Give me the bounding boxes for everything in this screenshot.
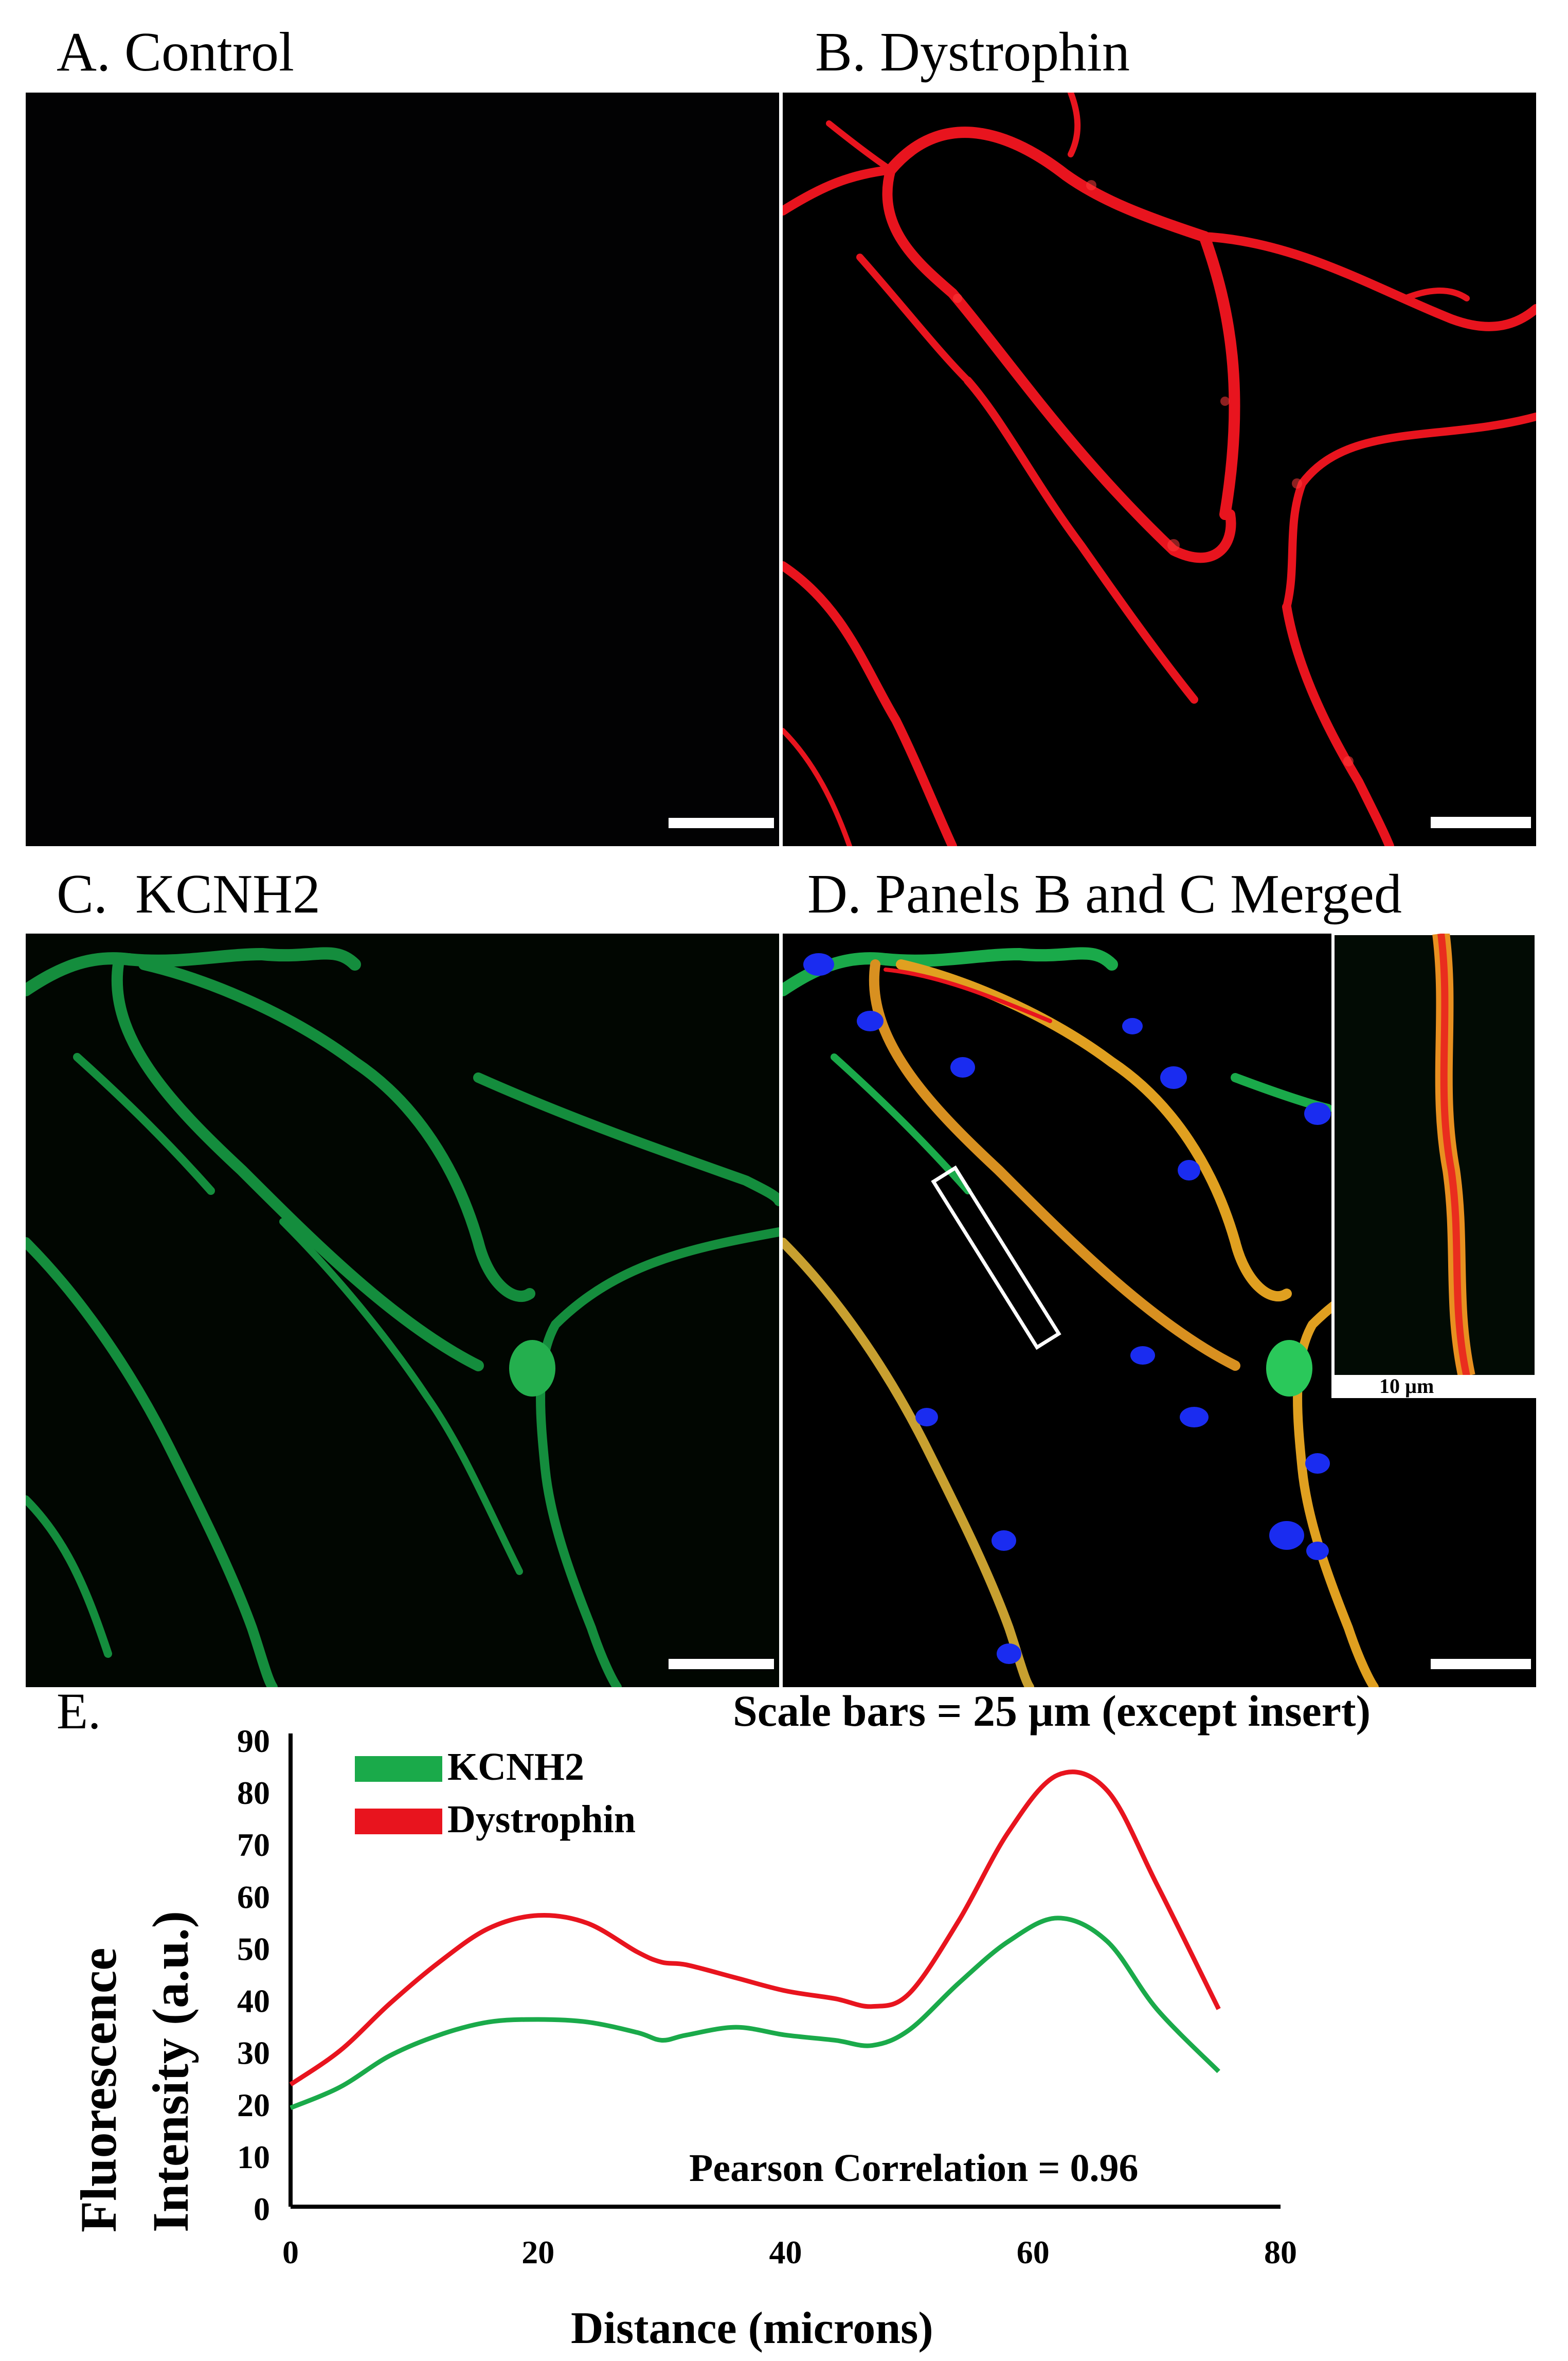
panel-b-scale-bar <box>1431 817 1531 828</box>
y-tick-label: 30 <box>237 2035 270 2071</box>
panel-c-kcnh2-image <box>26 934 779 1687</box>
panel-d-merged-image: 10 µm <box>783 934 1536 1687</box>
x-tick-label: 60 <box>1017 2234 1050 2270</box>
legend-swatch-dystrophin <box>355 1809 442 1834</box>
x-axis-label: Distance (microns) <box>571 2303 933 2353</box>
y-tick-label: 90 <box>237 1723 270 1759</box>
y-tick-label: 60 <box>237 1879 270 1915</box>
y-tick-label: 70 <box>237 1827 270 1863</box>
chart-series <box>289 1769 1221 2110</box>
chart-legend: KCNH2 Dystrophin <box>355 1745 636 1841</box>
y-axis-label-line2: Intensity (a.u.) <box>142 1911 199 2232</box>
dystrophin-membrane-network <box>783 93 1536 846</box>
panel-a-control-image <box>26 93 779 846</box>
x-tick-label: 20 <box>521 2234 554 2270</box>
x-tick-label: 40 <box>769 2234 802 2270</box>
series-line-kcnh2 <box>290 1916 1220 2110</box>
panel-c-label: C. KCNH2 <box>57 864 321 925</box>
line-scan-roi-box <box>931 1165 1061 1350</box>
legend-swatch-kcnh2 <box>355 1756 442 1782</box>
y-tick-label: 20 <box>237 2087 270 2123</box>
merged-membrane-network <box>783 934 1536 1687</box>
zoom-inset <box>1331 934 1536 1398</box>
panel-d-scale-bar <box>1431 1659 1531 1669</box>
scale-bars-note: Scale bars = 25 µm (except insert) <box>733 1692 1371 1736</box>
panel-a-label: A. Control <box>57 22 295 83</box>
inset-scale-label: 10 µm <box>1379 1374 1434 1398</box>
legend-label-kcnh2: KCNH2 <box>447 1745 584 1788</box>
x-tick-label: 0 <box>282 2234 299 2270</box>
pearson-annotation: Pearson Correlation = 0.96 <box>689 2147 1139 2190</box>
kcnh2-cell-body <box>509 1340 555 1397</box>
panel-b-label: B. Dystrophin <box>815 22 1130 83</box>
chart-axes: 0 10 20 30 40 50 60 70 80 90 0 20 40 60 80 <box>237 1723 1297 2270</box>
panel-e-label: E. <box>57 1692 101 1740</box>
y-tick-label: 40 <box>237 1983 270 2019</box>
panel-b-dystrophin-image <box>783 93 1536 846</box>
y-tick-label: 80 <box>237 1775 270 1811</box>
x-tick-label: 80 <box>1264 2234 1297 2270</box>
series-line-dystrophin <box>289 1769 1221 2087</box>
nuclei-dots <box>803 953 1331 1664</box>
y-axis-label-line1: Fluorescence <box>70 1947 127 2232</box>
legend-label-dystrophin: Dystrophin <box>447 1798 636 1841</box>
panel-c-scale-bar <box>669 1659 774 1669</box>
kcnh2-membrane-network <box>26 934 779 1687</box>
panel-d-label: D. Panels B and C Merged <box>807 864 1402 925</box>
panel-a-scale-bar <box>669 818 774 828</box>
y-tick-label: 50 <box>237 1930 270 1967</box>
y-tick-label: 0 <box>254 2191 270 2227</box>
line-profile-chart: Scale bars = 25 µm (except insert) E. 0 1… <box>57 1692 1371 2353</box>
y-tick-label: 10 <box>237 2139 270 2175</box>
